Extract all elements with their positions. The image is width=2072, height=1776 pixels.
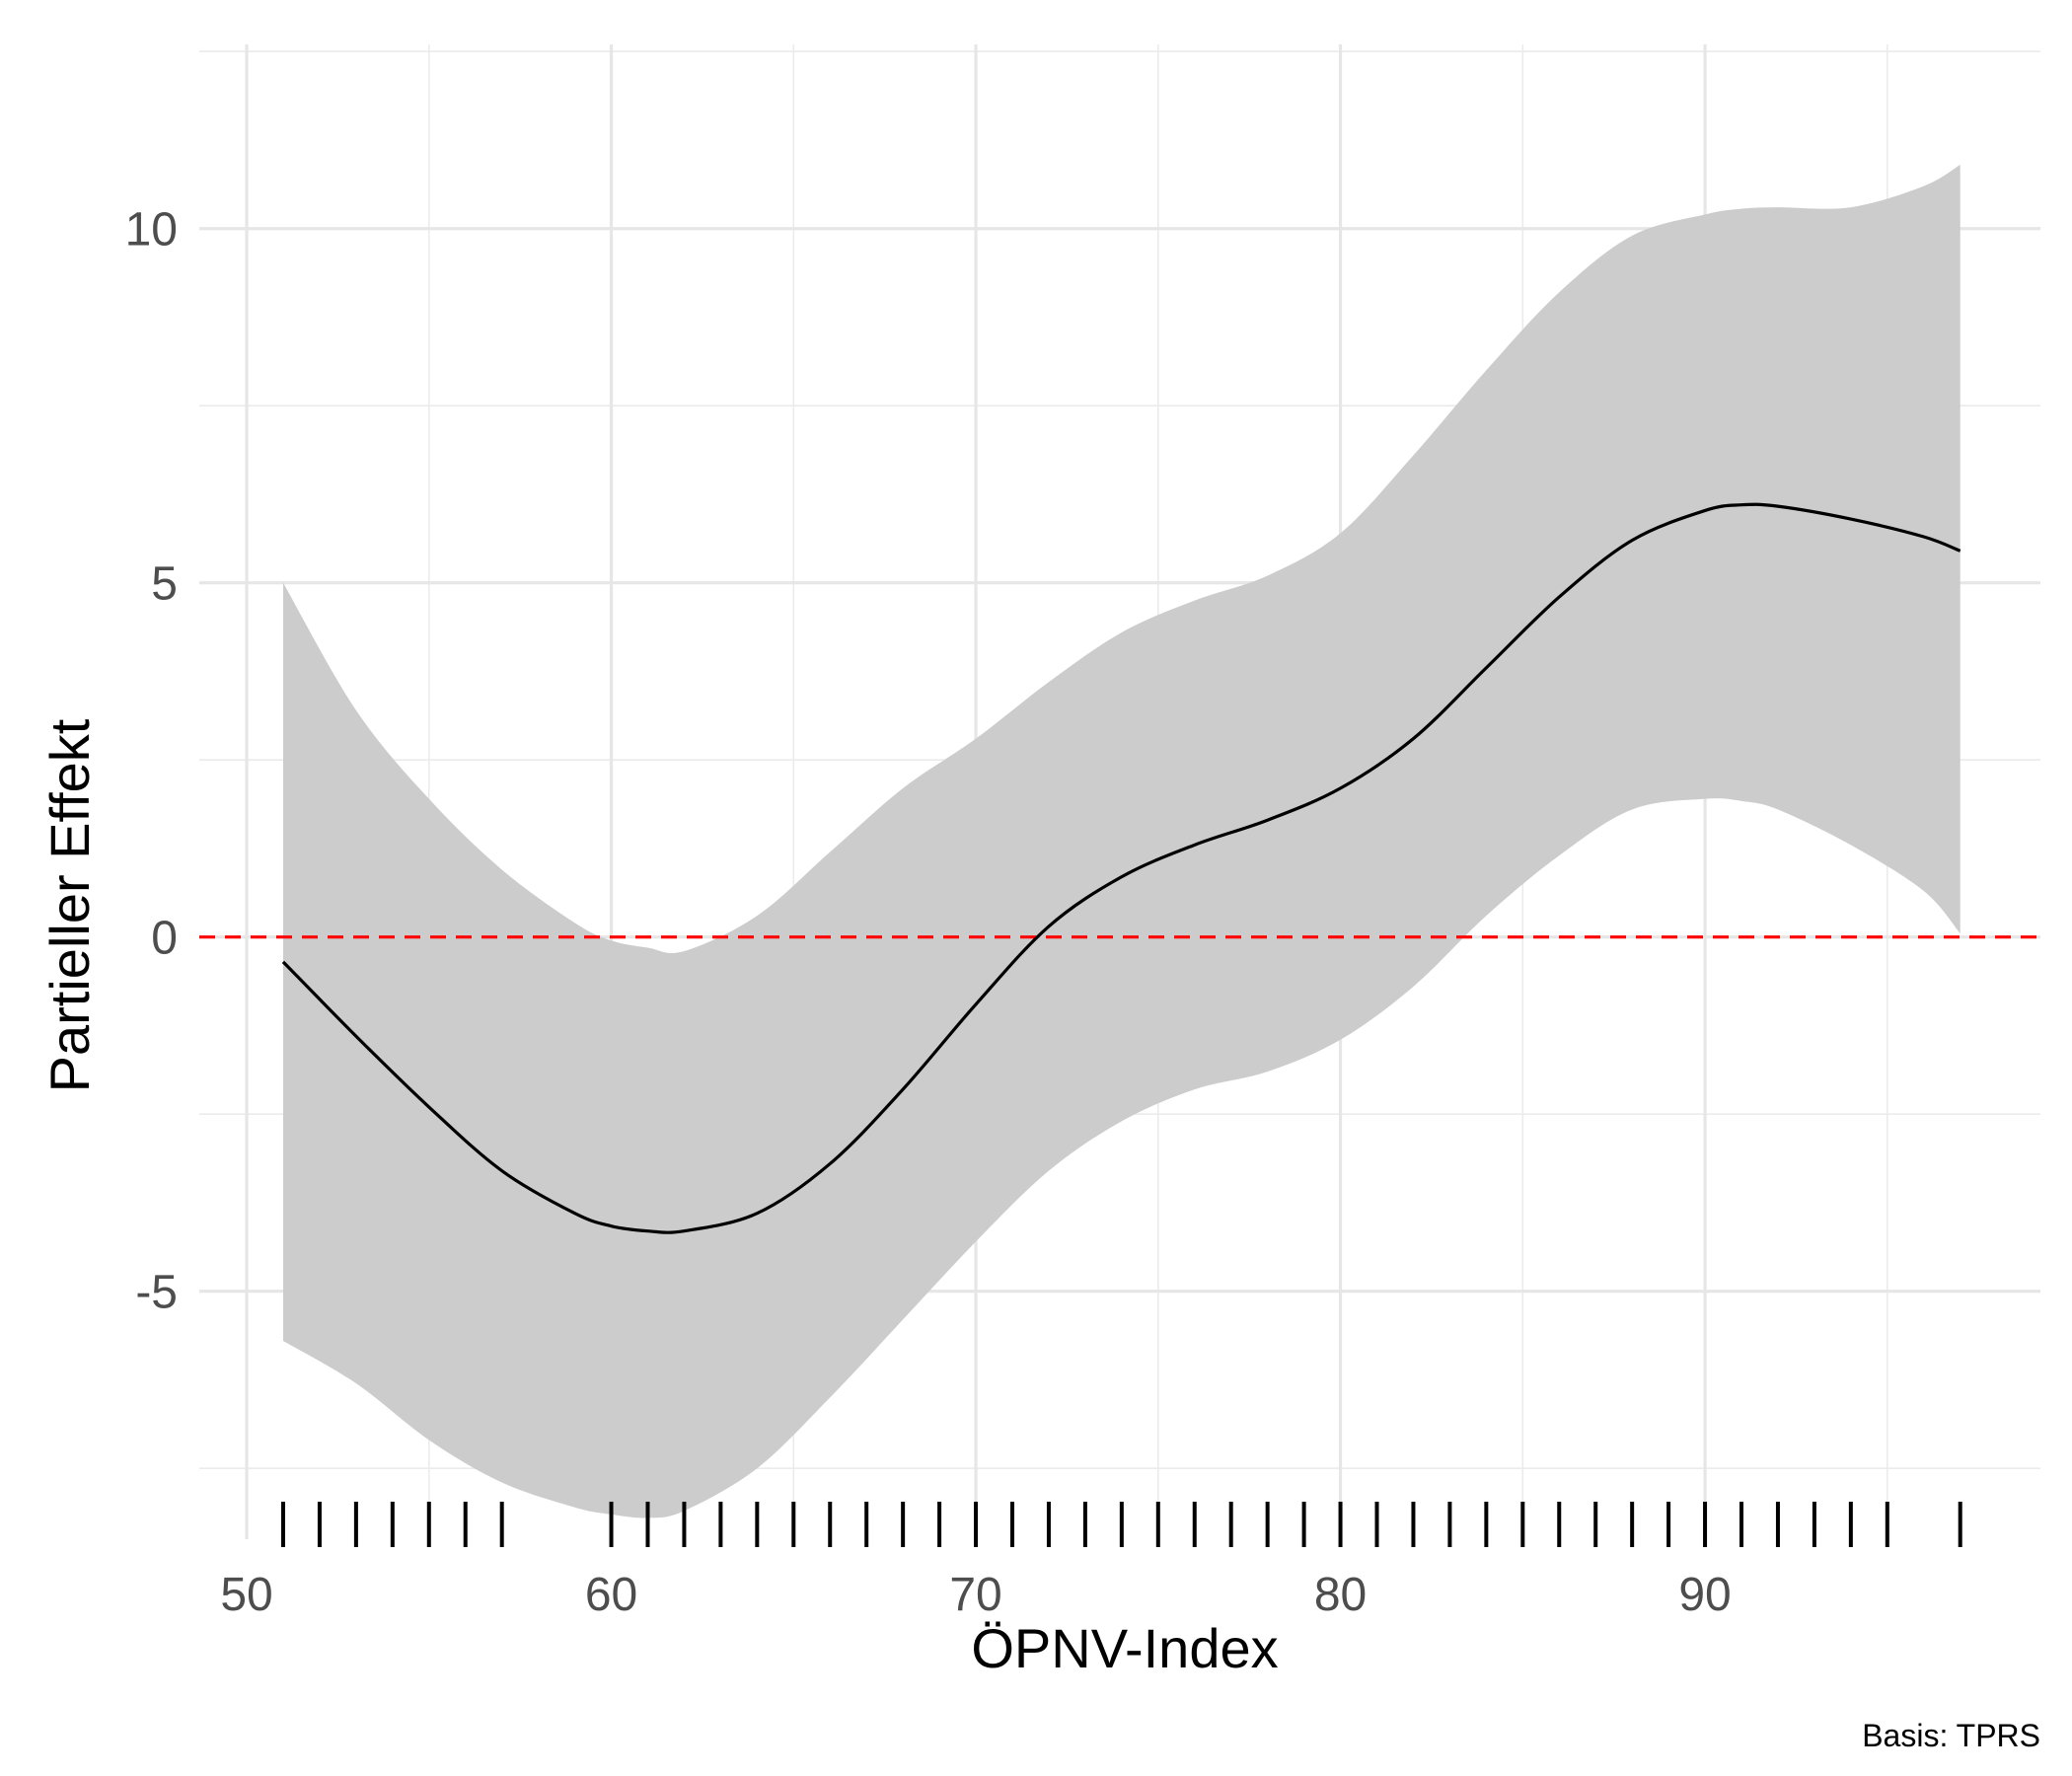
y-tick-label: -5 [135, 1267, 178, 1319]
smooth-effect-line [281, 502, 1961, 1234]
x-tick-label: 60 [585, 1569, 637, 1621]
y-tick-label: 0 [151, 913, 178, 965]
x-tick-label: 50 [220, 1569, 272, 1621]
y-axis-title: Partieller Effekt [38, 718, 101, 1092]
smooth-line-layer [281, 502, 1961, 1234]
caption: Basis: TPRS [1862, 1718, 2040, 1753]
x-tick-label: 70 [949, 1569, 1001, 1621]
rug-layer [280, 1502, 1962, 1547]
x-tick-labels: 50 60 70 80 90 [220, 1569, 1731, 1621]
confidence-band-layer [282, 165, 1961, 1518]
y-tick-label: 5 [151, 558, 178, 611]
x-axis-title: ÖPNV-Index [971, 1617, 1278, 1679]
y-tick-labels: -5 0 5 10 [125, 204, 178, 1319]
y-tick-label: 10 [125, 204, 178, 257]
x-tick-label: 90 [1678, 1569, 1731, 1621]
x-tick-label: 80 [1314, 1569, 1367, 1621]
confidence-band [282, 165, 1961, 1518]
